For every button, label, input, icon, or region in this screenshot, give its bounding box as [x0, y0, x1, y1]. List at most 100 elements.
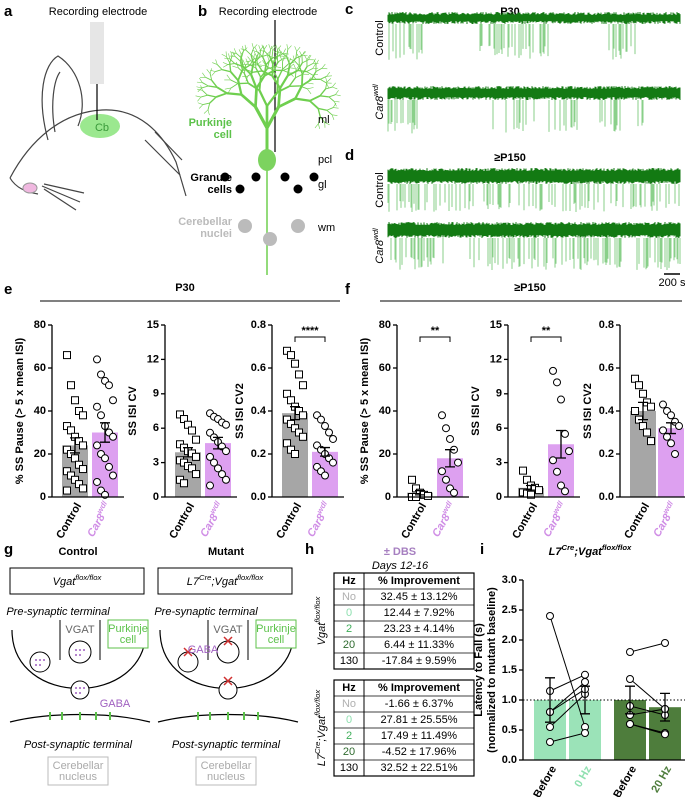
error-bar	[213, 436, 223, 450]
dendrite	[223, 64, 229, 68]
dendrite	[215, 92, 228, 98]
x-tick-label: Control	[399, 501, 429, 541]
genotype-box	[9, 567, 145, 595]
cerebellum	[80, 114, 120, 138]
dendrite	[295, 73, 303, 79]
dendrite	[256, 51, 260, 57]
y-tick-label: 60	[379, 362, 391, 374]
dendrite	[236, 61, 239, 69]
y-axis-label: (normalized to mutant baseline)	[486, 587, 498, 753]
dendrite	[200, 94, 208, 98]
x-tick-label: Control	[622, 501, 652, 541]
dendrite	[240, 51, 244, 59]
dendrite	[263, 45, 265, 52]
hz-cell: 0	[346, 714, 352, 726]
table-header: % Improvement	[378, 575, 460, 587]
improvement-cell: 32.45 ± 13.12%	[381, 591, 458, 603]
dendrite	[202, 72, 206, 78]
dendrite	[320, 78, 327, 84]
gaba-dot	[35, 659, 37, 661]
diagram-title: Mutant	[208, 546, 244, 558]
blocked-mark	[223, 676, 233, 686]
data-point	[192, 435, 200, 444]
hz-cell: 2	[346, 623, 352, 635]
dendrite	[245, 60, 252, 63]
dendrite	[206, 69, 211, 74]
table-header: % Improvement	[378, 682, 460, 694]
y-tick-label: 2.0	[502, 634, 517, 646]
dendrite	[227, 87, 232, 94]
error-bar	[526, 484, 536, 491]
group-title: ≥P150	[514, 282, 546, 294]
gaba-dot	[79, 649, 81, 651]
dendrite	[253, 51, 257, 57]
error-bar	[666, 422, 676, 435]
dendrite	[195, 95, 201, 98]
dendrite	[243, 47, 248, 52]
pair-line	[629, 642, 666, 653]
dendrite	[221, 53, 227, 58]
dendrite	[255, 54, 259, 60]
error-bar	[580, 685, 590, 715]
layer-label: pcl	[318, 154, 332, 166]
dendrite	[212, 62, 218, 65]
dendrite	[295, 97, 310, 102]
x-tick-label: Before	[531, 764, 559, 797]
trace-band	[387, 86, 681, 100]
dendrite	[306, 68, 313, 73]
mouse-drawing	[9, 55, 187, 211]
dendrite	[286, 64, 291, 76]
electrode-label: Recording electrode	[219, 6, 317, 18]
dendrite	[261, 70, 273, 77]
data-point	[287, 351, 295, 360]
dendrite	[328, 94, 336, 98]
data-point	[667, 411, 675, 420]
dendrite	[292, 55, 295, 61]
dendrite	[245, 49, 252, 56]
dendrite	[279, 55, 283, 62]
layer-label: ml	[318, 114, 330, 126]
y-tick-label: 9	[496, 388, 502, 400]
dendrite	[210, 69, 216, 72]
data-point	[647, 402, 655, 411]
pair-line	[549, 693, 586, 728]
data-point	[675, 422, 683, 431]
x-tick-label: Car8wdl	[302, 499, 334, 540]
dendrite	[307, 88, 312, 95]
dendrite	[288, 77, 296, 87]
genotype-label: L7Cre;Vgatflox/flox	[187, 573, 265, 588]
data-point	[408, 475, 416, 484]
data-point	[63, 351, 71, 360]
gaba-dot	[83, 687, 85, 689]
vesicle	[216, 640, 240, 664]
pre-label: Pre-synaptic terminal	[154, 606, 258, 618]
dendrite	[282, 63, 289, 70]
significance-bracket	[294, 336, 326, 342]
panel-label: e	[4, 281, 12, 298]
data-point	[454, 458, 462, 467]
dendrite	[328, 96, 335, 102]
data-point	[109, 471, 117, 480]
data-point	[291, 359, 299, 368]
data-point	[105, 381, 113, 390]
dendrite	[226, 92, 242, 96]
nuclei-label: Cerebellar	[178, 216, 233, 228]
dendrite	[216, 64, 223, 70]
dendrite	[313, 59, 317, 65]
dendrite	[254, 47, 258, 53]
dendrite	[265, 106, 280, 129]
x-tick-label: Before	[611, 764, 639, 797]
dendrite	[326, 71, 331, 77]
dendrite	[232, 51, 236, 57]
y-tick-label: 0.4	[251, 405, 267, 417]
dendrite	[209, 68, 212, 74]
improvement-cell: -1.66 ± 6.37%	[385, 698, 454, 710]
data-point	[105, 462, 113, 471]
dendrite	[261, 56, 267, 65]
data-point	[631, 407, 639, 415]
dendrite	[326, 78, 331, 83]
improvement-cell: -4.52 ± 17.96%	[382, 746, 457, 758]
dendrite	[201, 85, 209, 89]
data-point	[535, 486, 543, 495]
nucleus-label: nucleus	[207, 771, 245, 783]
